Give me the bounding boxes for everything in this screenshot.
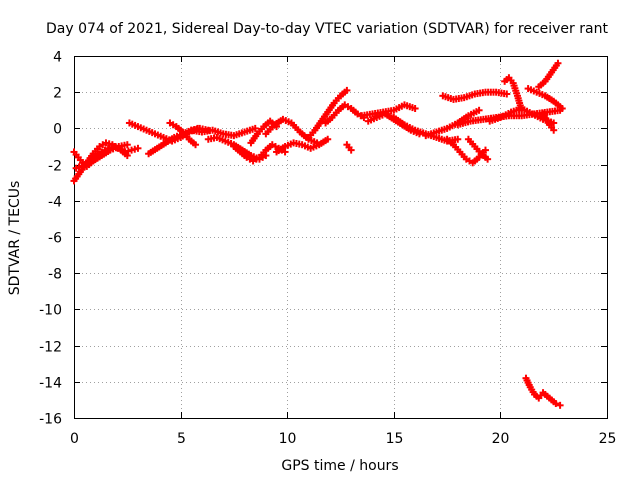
- y-tick-label: 0: [53, 122, 62, 138]
- series-track-26: [524, 85, 566, 112]
- data-point: [518, 106, 526, 114]
- chart-title: Day 074 of 2021, Sidereal Day-to-day VTE…: [46, 21, 608, 37]
- data-point: [550, 126, 558, 134]
- x-axis-title: GPS time / hours: [281, 458, 398, 474]
- series-track-12: [273, 135, 332, 156]
- data-point: [343, 86, 351, 94]
- y-tick-label: -14: [39, 376, 62, 392]
- data-point: [347, 146, 355, 154]
- y-tick-label: 4: [53, 50, 62, 66]
- x-tick-label: 10: [279, 431, 297, 447]
- data-point: [411, 104, 419, 112]
- series-track-7: [187, 124, 259, 140]
- data-point: [503, 90, 511, 98]
- series-track-13: [305, 86, 351, 141]
- data-points: [70, 59, 566, 409]
- x-tick-label: 5: [177, 431, 186, 447]
- data-point: [552, 400, 560, 408]
- x-tick-label: 25: [599, 431, 617, 447]
- series-track-27: [535, 59, 562, 91]
- data-point: [556, 401, 564, 409]
- series-track-29: [522, 374, 564, 409]
- x-tick-labels: 0 5 10 15 20 25: [70, 431, 616, 447]
- series-track-15: [343, 141, 355, 154]
- series-track-9: [230, 141, 289, 165]
- y-tick-label: -6: [48, 231, 62, 247]
- y-tick-label: -4: [48, 195, 62, 211]
- data-point: [454, 135, 462, 143]
- y-tick-label: 2: [53, 86, 62, 102]
- series-track-22: [439, 88, 511, 103]
- data-point: [554, 59, 562, 67]
- series-track-6: [166, 119, 200, 149]
- series-track-21: [464, 135, 492, 163]
- x-tick-label: 0: [70, 431, 79, 447]
- series-track-16: [358, 101, 419, 120]
- data-point: [324, 135, 332, 143]
- series-track-28: [539, 110, 558, 134]
- data-point: [558, 104, 566, 112]
- y-tick-label: -16: [39, 412, 62, 428]
- x-tick-label: 15: [386, 431, 404, 447]
- y-tick-label: -2: [48, 159, 62, 175]
- data-point: [481, 146, 489, 154]
- data-point: [484, 155, 492, 163]
- data-point: [123, 152, 131, 160]
- y-tick-label: -10: [39, 303, 62, 319]
- series-track-25: [501, 74, 526, 114]
- data-point: [123, 141, 131, 149]
- x-tick-label: 20: [492, 431, 510, 447]
- data-point: [251, 124, 259, 132]
- y-axis-title: SDTVAR / TECUs: [7, 181, 23, 296]
- data-point: [134, 144, 142, 152]
- y-tick-labels: 4 2 0 -2 -4 -6 -8 -10 -12 -14 -16: [39, 50, 62, 428]
- y-tick-label: -12: [39, 340, 62, 356]
- series-track-20: [443, 135, 489, 167]
- axis-ticks: [74, 56, 608, 419]
- data-point: [192, 141, 200, 149]
- y-tick-label: -8: [48, 267, 62, 283]
- data-point: [475, 106, 483, 114]
- series-track-3: [72, 141, 131, 172]
